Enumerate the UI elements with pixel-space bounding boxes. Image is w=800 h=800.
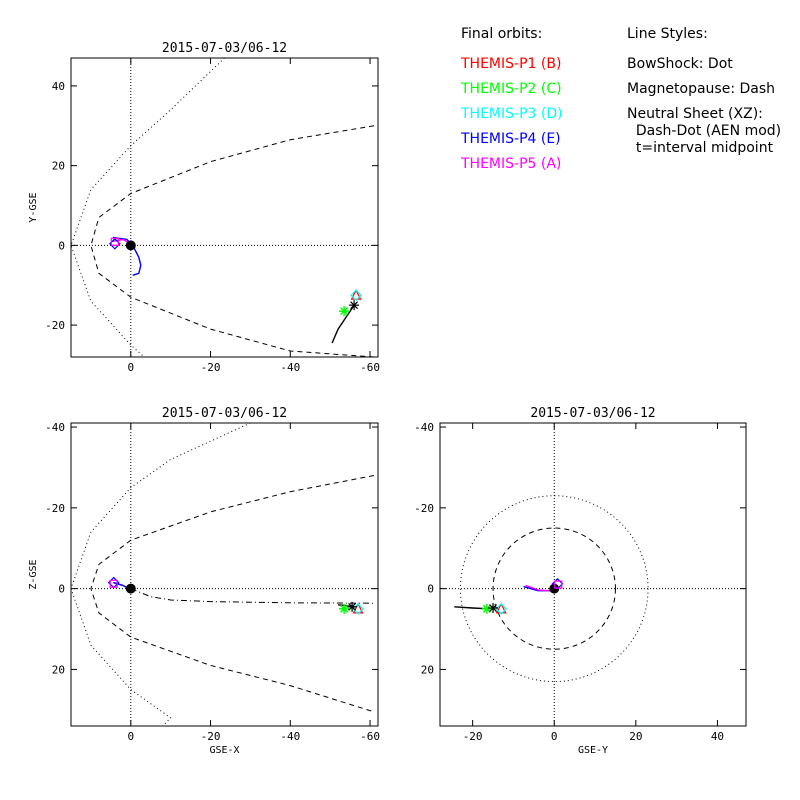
plot-frame (439, 422, 747, 727)
x-tick-label: 0 (127, 361, 134, 374)
spacecraft-marker-themis-p5-a (109, 579, 118, 588)
y-tick-label: 20 (52, 160, 65, 173)
y-tick-label: 0 (58, 583, 65, 596)
spacecraft-marker-themis-p1-b (495, 602, 507, 614)
orbit-line (331, 304, 355, 344)
line-style-dash-dot: Dash-Dot (AEN mod) (627, 123, 782, 139)
bowshock-cross-section-line (459, 495, 649, 683)
bowshock-line (71, 423, 251, 726)
spacecraft-marker-themis-p5-a (110, 237, 119, 246)
x-tick-label: 20 (629, 730, 642, 743)
x-axis-label: GSE-X (209, 745, 239, 756)
x-tick-label: 0 (127, 730, 134, 743)
x-tick-label: -60 (360, 730, 380, 743)
magnetopause-cross-section-line (492, 527, 616, 650)
spacecraft-marker-themis-p1-b (352, 602, 364, 614)
legend-themis-p4: THEMIS-P4 (E) (461, 131, 561, 147)
line-style-bowshock: BowShock: Dot (627, 56, 733, 72)
midpoint-asterisk-marker (349, 300, 360, 311)
x-axis-label: GSE-Y (578, 745, 608, 756)
spacecraft-marker-themis-p1-b (350, 288, 362, 300)
legend-themis-p5: THEMIS-P5 (A) (461, 156, 562, 172)
xy-orbit-panel: 2015-07-03/06-12 0 -20 -40 -60 -20 0 20 40 Y-GSE (28, 41, 380, 374)
y-axis-label: Y-GSE (28, 192, 39, 222)
midpoint-asterisk-marker (347, 601, 358, 612)
x-tick-label: -60 (360, 361, 380, 374)
y-tick-label: -20 (45, 502, 65, 515)
earth-marker (125, 240, 136, 251)
line-style-neutral-sheet: Neutral Sheet (XZ): (627, 106, 763, 122)
panel-title: 2015-07-03/06-12 (530, 406, 655, 421)
x-tick-label: -20 (463, 730, 483, 743)
y-tick-label: -20 (414, 502, 434, 515)
midpoint-asterisk-marker (488, 603, 499, 614)
y-tick-label: -20 (45, 319, 65, 332)
legend-themis-p1: THEMIS-P1 (B) (461, 56, 562, 72)
spacecraft-marker-themis-p5-a (554, 580, 563, 589)
y-tick-label: 40 (52, 80, 65, 93)
x-tick-label: -20 (201, 730, 221, 743)
magnetopause-line (90, 475, 375, 713)
legend-themis-p2: THEMIS-P2 (C) (461, 81, 562, 97)
spacecraft-marker-themis-p3-d (495, 602, 508, 615)
spacecraft-marker-themis-p2-c (339, 603, 350, 614)
y-tick-label: -40 (414, 421, 434, 434)
spacecraft-marker-themis-p2-c (339, 306, 350, 317)
line-styles-title: Line Styles: (627, 26, 708, 42)
yz-orbit-panel: 2015-07-03/06-12 -20 0 20 40 -40 -20 0 20 GSE-Y (414, 406, 747, 756)
legend-themis-p3: THEMIS-P3 (D) (461, 106, 563, 122)
earth-marker (125, 583, 136, 594)
panel-title: 2015-07-03/06-12 (162, 406, 287, 421)
y-tick-label: -40 (45, 421, 65, 434)
line-style-magnetopause: Magnetopause: Dash (627, 81, 776, 97)
y-tick-label: 0 (58, 239, 65, 252)
spacecraft-marker-themis-p3-d (350, 289, 362, 302)
x-tick-label: -40 (280, 730, 300, 743)
line-style-midpoint: t=interval midpoint (627, 140, 774, 156)
y-tick-label: 20 (421, 663, 434, 676)
neutral-sheet-line (130, 588, 375, 604)
magnetopause-line (90, 125, 375, 357)
bowshock-line (71, 58, 231, 357)
x-tick-label: 0 (551, 730, 558, 743)
panel-title: 2015-07-03/06-12 (162, 41, 287, 56)
y-tick-label: 0 (427, 583, 434, 596)
x-tick-label: -20 (201, 361, 221, 374)
x-tick-label: 40 (711, 730, 724, 743)
orbit-line (112, 236, 142, 276)
plot-frame (70, 422, 379, 727)
final-orbits-title: Final orbits: (461, 26, 543, 42)
xz-orbit-panel: 2015-07-03/06-12 0 -20 -40 -60 -40 -20 0 20 GSE-X… (28, 406, 380, 756)
y-tick-label: 20 (52, 663, 65, 676)
y-axis-label: Z-GSE (28, 559, 39, 589)
plot-frame (70, 57, 379, 358)
spacecraft-marker-themis-p4-e (551, 577, 564, 590)
x-tick-label: -40 (280, 361, 300, 374)
